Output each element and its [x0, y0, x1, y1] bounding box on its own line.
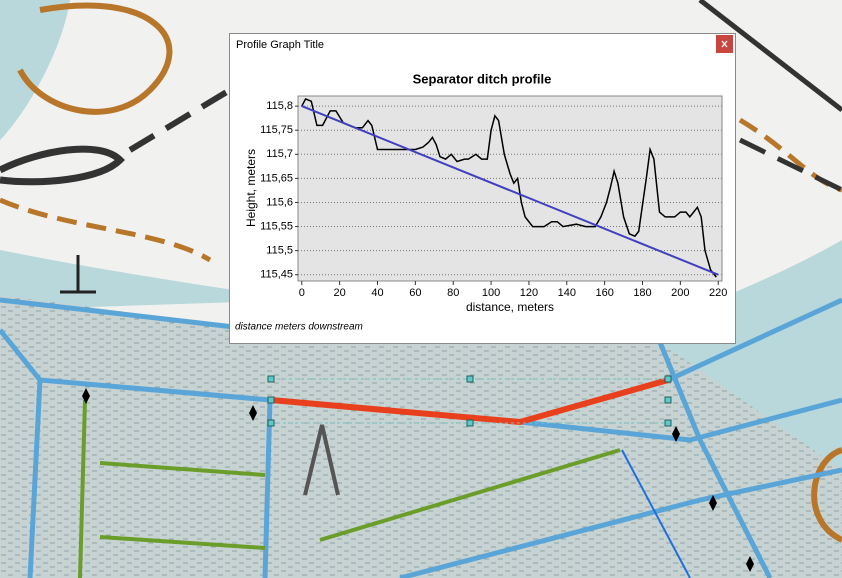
- y-tick-label: 115,8: [266, 100, 293, 112]
- y-tick-label: 115,75: [260, 124, 293, 136]
- x-tick-label: 200: [671, 287, 689, 299]
- y-tick-label: 115,45: [260, 269, 293, 281]
- y-axis-label: Height, meters: [244, 149, 258, 227]
- close-button[interactable]: [716, 35, 733, 53]
- x-tick-label: 60: [409, 287, 421, 299]
- y-tick-label: 115,55: [260, 220, 293, 232]
- y-tick-label: 115,7: [266, 148, 293, 160]
- window-title: Profile Graph Title: [236, 39, 324, 51]
- page: {"window": {"title": "Profile Graph Titl…: [0, 0, 842, 578]
- screen: Profile Graph Title distance meters down…: [0, 0, 842, 578]
- footer-text: distance meters downstream: [235, 322, 363, 333]
- x-tick-label: 140: [558, 287, 576, 299]
- x-tick-label: 0: [299, 287, 305, 299]
- x-tick-label: 180: [633, 287, 651, 299]
- y-tick-label: 115,6: [266, 196, 293, 208]
- chart-title: Separator ditch profile: [413, 71, 552, 86]
- x-tick-label: 40: [371, 287, 383, 299]
- y-tick-label: 115,5: [266, 245, 293, 257]
- x-tick-label: 220: [709, 287, 727, 299]
- x-tick-label: 20: [334, 287, 346, 299]
- x-tick-label: 160: [595, 287, 613, 299]
- plot-area: [298, 96, 722, 281]
- x-tick-label: 80: [447, 287, 459, 299]
- x-tick-label: 100: [482, 287, 500, 299]
- x-tick-label: 120: [520, 287, 538, 299]
- x-axis-label: distance, meters: [466, 300, 554, 314]
- y-tick-label: 115,65: [260, 172, 293, 184]
